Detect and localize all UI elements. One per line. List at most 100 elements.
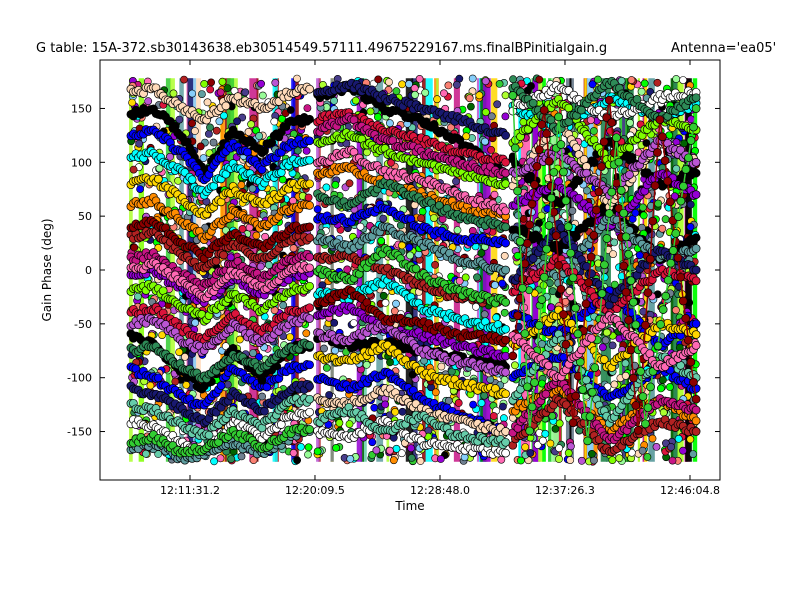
scatter-point <box>129 165 138 174</box>
scatter-point <box>249 456 258 464</box>
scatter-point <box>500 308 509 317</box>
scatter-point <box>304 450 312 459</box>
scatter-point <box>490 281 499 289</box>
scatter-point <box>498 402 507 411</box>
scatter-point <box>227 455 236 463</box>
scatter-point <box>431 388 440 397</box>
series-point <box>305 281 314 291</box>
series-point <box>305 201 314 210</box>
scatter-point <box>197 90 206 98</box>
scatter-point <box>385 119 394 128</box>
scatter-point <box>175 115 184 124</box>
scatter-point <box>500 251 509 260</box>
scatter-point <box>555 444 563 453</box>
scatter-point <box>356 222 365 231</box>
scatter-point <box>603 328 611 337</box>
scatter-point <box>130 243 139 252</box>
scatter-point <box>141 449 150 458</box>
scatter-point <box>638 446 647 455</box>
series-point <box>305 360 314 370</box>
scatter-point <box>481 77 490 86</box>
scatter-point <box>215 117 224 126</box>
chart-title: G table: 15A-372.sb30143638.eb30514549.5… <box>36 41 607 56</box>
scatter-point <box>509 75 517 84</box>
series-point <box>501 238 510 248</box>
scatter-point <box>444 396 453 405</box>
scatter-point <box>466 102 475 111</box>
scatter-point <box>233 117 241 126</box>
scatter-point <box>429 214 438 222</box>
scatter-point <box>196 142 205 151</box>
scatter-point <box>468 74 477 83</box>
scatter-point <box>392 444 401 453</box>
series-point <box>305 136 314 146</box>
scatter-point <box>672 75 681 83</box>
scatter-point <box>257 79 265 88</box>
series-point <box>501 179 510 189</box>
scatter-point <box>686 435 695 444</box>
scatter-point <box>539 436 547 445</box>
scatter-point <box>216 88 225 97</box>
scatter-point <box>452 177 460 186</box>
scatter-point <box>381 400 389 409</box>
series-point <box>305 155 314 165</box>
series-point <box>691 168 701 178</box>
scatter-point <box>481 137 489 146</box>
scatter-point <box>188 89 197 98</box>
scatter-point <box>304 193 313 202</box>
series-point <box>260 146 269 156</box>
scatter-point <box>439 89 448 98</box>
scatter-point <box>661 215 670 224</box>
scatter-point <box>271 78 280 87</box>
scatter-point <box>235 335 244 344</box>
scatter-point <box>391 407 399 416</box>
scatter-point <box>621 359 630 368</box>
scatter-point <box>135 139 144 148</box>
scatter-point <box>617 76 626 85</box>
scatter-point <box>453 226 462 234</box>
scatter-point <box>411 90 419 99</box>
scatter-point <box>568 206 577 215</box>
scatter-point <box>667 443 675 451</box>
scatter-point <box>653 78 662 87</box>
series-point <box>691 319 701 329</box>
scatter-point <box>546 439 555 448</box>
scatter-point <box>351 96 360 105</box>
scatter-point <box>555 455 563 463</box>
scatter-point <box>335 418 344 427</box>
scatter-point <box>206 123 214 132</box>
scatter-point <box>237 452 246 461</box>
scatter-point <box>345 179 354 188</box>
scatter-point <box>223 380 232 389</box>
scatter-point <box>481 108 490 117</box>
scatter-point <box>637 87 646 96</box>
scatter-point <box>686 200 695 209</box>
scatter-point <box>175 348 184 356</box>
scatter-point <box>566 456 575 464</box>
scatter-point <box>495 80 504 88</box>
scatter-point <box>658 224 667 233</box>
scatter-point <box>223 84 232 92</box>
scatter-point <box>255 132 264 140</box>
scatter-point <box>373 113 382 121</box>
scatter-point <box>238 224 247 233</box>
scatter-point <box>313 447 322 456</box>
scatter-point <box>169 89 178 98</box>
scatter-point <box>199 154 208 162</box>
scatter-point <box>626 118 634 127</box>
scatter-point <box>322 183 331 192</box>
scatter-point <box>640 79 649 88</box>
scatter-point <box>465 94 474 103</box>
series-point <box>187 175 197 185</box>
scatter-point <box>652 442 661 451</box>
scatter-point <box>601 336 610 345</box>
series-point <box>305 114 314 124</box>
scatter-point <box>521 443 530 451</box>
scatter-point <box>210 457 218 466</box>
scatter-point <box>407 453 416 462</box>
scatter-point <box>517 456 525 465</box>
scatter-point <box>363 148 371 157</box>
scatter-point <box>639 203 647 212</box>
scatter-point <box>362 360 371 369</box>
